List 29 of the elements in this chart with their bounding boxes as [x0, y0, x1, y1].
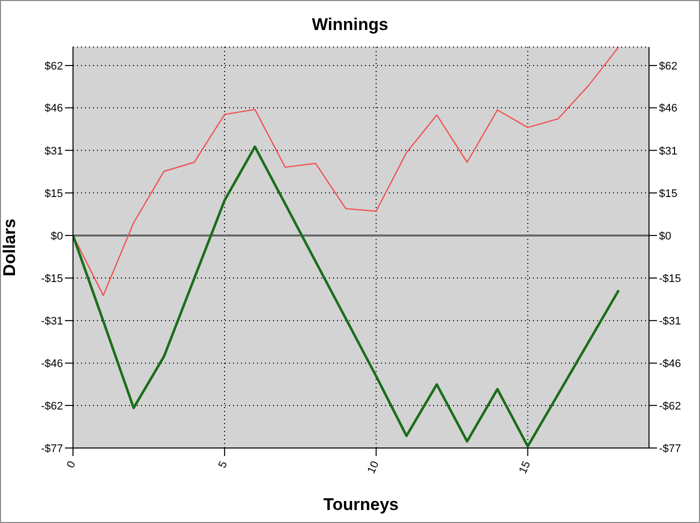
y-tick-label: $0	[50, 230, 63, 242]
y-tick-label: -$62	[40, 400, 63, 412]
y-axis-title: Dollars	[0, 218, 20, 276]
y2-tick-label: -$46	[659, 358, 682, 370]
y2-tick-label: $46	[659, 102, 678, 115]
x-tick-label: 10	[365, 459, 382, 476]
y2-tick-label: -$77	[659, 442, 682, 455]
y-tick-label: $62	[44, 60, 63, 72]
y2-tick-label: -$31	[659, 316, 682, 328]
y-tick-label: $15	[44, 188, 63, 200]
y-tick-label: $46	[44, 102, 63, 115]
x-tick-label: 0	[64, 459, 78, 470]
x-axis-title: Tourneys	[323, 495, 399, 514]
y-tick-label: -$77	[40, 442, 63, 455]
y2-tick-label: $15	[659, 188, 678, 200]
y-tick-label: -$31	[40, 316, 63, 328]
y2-tick-label: -$15	[659, 272, 682, 285]
x-tick-label: 5	[216, 459, 230, 470]
y-tick-label: -$46	[40, 358, 63, 370]
y-tick-label: -$15	[40, 272, 63, 285]
y2-tick-label: $0	[659, 230, 672, 242]
y2-tick-label: -$62	[659, 400, 682, 412]
y2-tick-label: $31	[659, 145, 678, 158]
y-tick-label: $31	[44, 145, 63, 158]
line-series	[73, 146, 620, 448]
y2-tick-label: $62	[659, 60, 678, 72]
chart-title: Winnings	[310, 15, 390, 35]
x-tick-label: 15	[517, 459, 534, 476]
line-series	[73, 47, 620, 296]
